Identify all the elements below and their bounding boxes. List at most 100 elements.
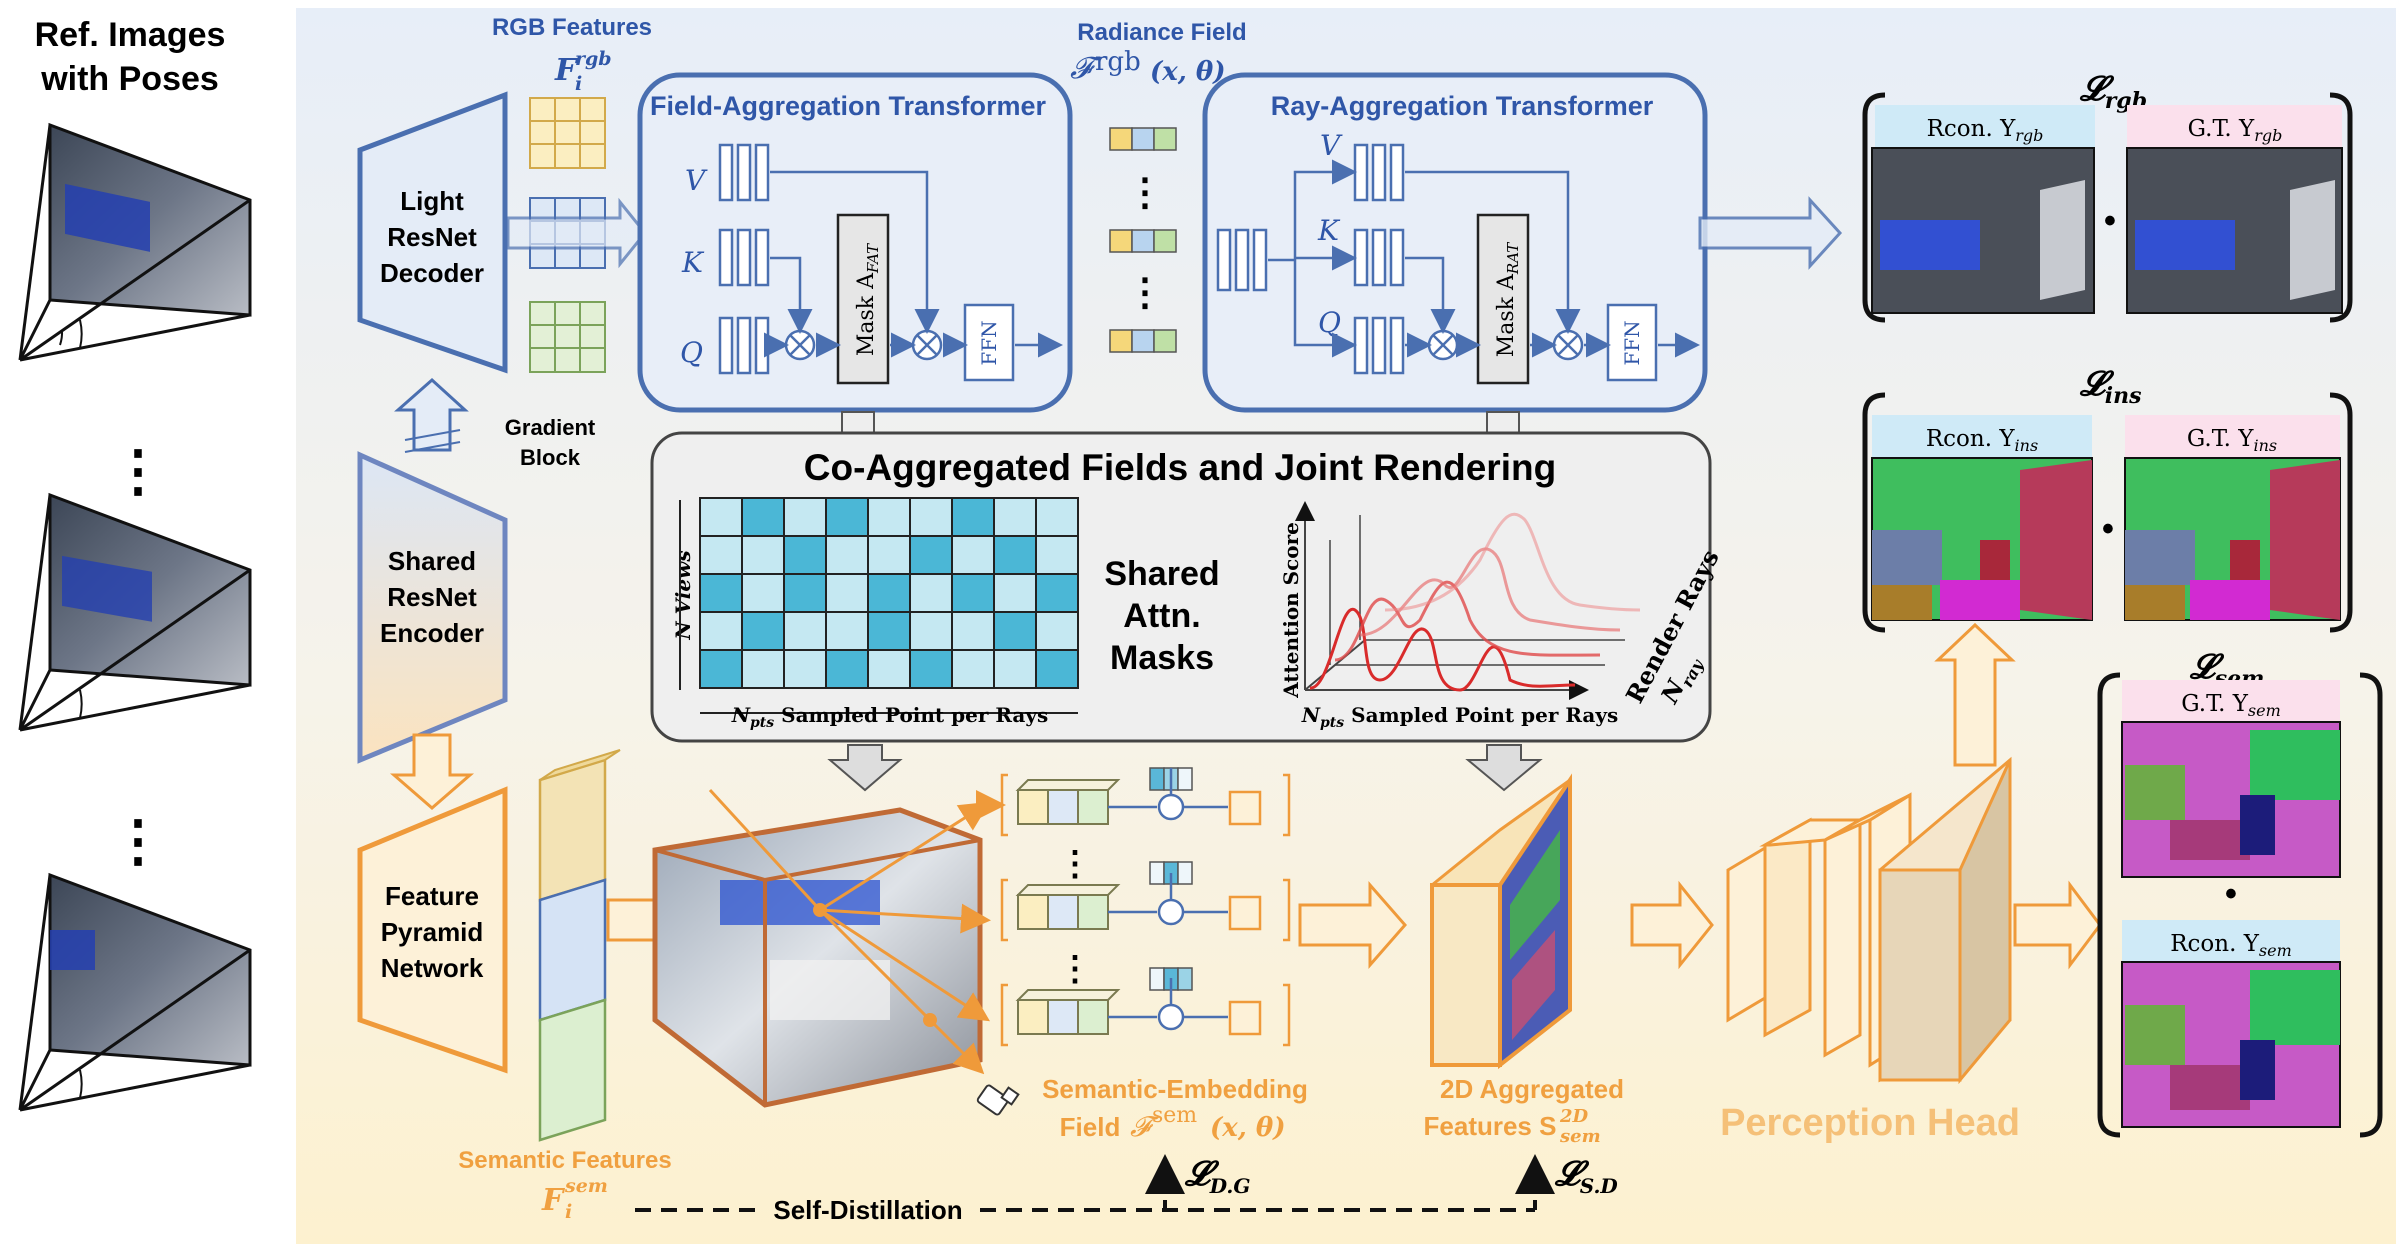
fat-k-label: K: [681, 246, 705, 279]
svg-text:Pyramid: Pyramid: [381, 917, 484, 947]
loss-sem-bottom-label: Rcon. Ysem: [2170, 931, 2292, 960]
sem-reconstructed-image: [2121, 961, 2341, 1128]
heatmap-cell: [867, 535, 911, 575]
heatmap-cell: [741, 649, 785, 689]
agg-line1: 2D Aggregated: [1440, 1074, 1624, 1104]
agg-line2: Features S: [1424, 1111, 1557, 1141]
light-resnet-decoder: Light ResNet Decoder: [357, 91, 508, 374]
sem-field-line2: Field: [1060, 1112, 1121, 1142]
field-token-cube: [1077, 789, 1109, 825]
camera-icon: [976, 1084, 1020, 1116]
field-token-cube: [1017, 894, 1049, 930]
heatmap-cell: [993, 649, 1037, 689]
loss-rgb-panel: 𝓛rgb Rcon. Yrgb G.T. Yrgb •: [1862, 69, 2353, 323]
heatmap-cell: [951, 611, 995, 651]
heatmap-cell: [1035, 649, 1079, 689]
ref-image-1: [18, 122, 252, 362]
field-row-2: [1000, 878, 1291, 942]
agg-sub: sem: [1559, 1126, 1601, 1147]
heatmap-cell: [699, 497, 743, 537]
curve-xlabel: Npts Sampled Point per Rays: [1301, 703, 1619, 731]
heatmap-cell: [699, 611, 743, 651]
rat-connector: [1486, 411, 1520, 435]
heatmap-cell: [825, 573, 869, 613]
rgb-features-title: RGB Features: [492, 14, 652, 41]
svg-text:⋮: ⋮: [1126, 172, 1164, 214]
reference-images: Ref. Images with Poses ⋮ ⋮: [18, 16, 252, 1112]
head-to-sem-arrow: [2013, 880, 2102, 970]
svg-text:•: •: [2104, 202, 2116, 240]
self-distillation: [635, 1154, 1555, 1212]
svg-text:FFN: FFN: [1620, 320, 1644, 365]
field-token-top: [1015, 884, 1121, 896]
ref-vdots-2: ⋮: [110, 809, 166, 872]
fat-mask-box: [836, 213, 890, 385]
heatmap-cell: [951, 573, 995, 613]
heatmap-cell: [993, 611, 1037, 651]
field-token-cube: [1077, 999, 1109, 1035]
rgb-features-symbol: F: [554, 53, 579, 88]
field-to-agg-arrow: [1298, 881, 1407, 969]
heatmap-cell: [909, 649, 953, 689]
svg-text:FFN: FFN: [977, 320, 1001, 365]
scene-cube: [652, 788, 1020, 1116]
head-to-ins-arrow: [1934, 622, 2016, 767]
aggregated-2d-features: 2D Aggregated Features S 2D sem: [1424, 773, 1624, 1147]
heatmap-cell: [909, 611, 953, 651]
heatmap-cell: [867, 611, 911, 651]
heatmap-cell: [741, 535, 785, 575]
fat-connector: [841, 411, 875, 435]
feature-pyramid-network: Feature Pyramid Network: [357, 786, 508, 1074]
shared-attn-line2: Attn.: [1123, 597, 1200, 635]
rat-k-label: K: [1317, 214, 1341, 247]
curve-ylabel: Attention Score: [1279, 522, 1303, 699]
svg-text:•: •: [2102, 510, 2114, 548]
heatmap-cell: [1035, 611, 1079, 651]
heatmap-cell: [783, 573, 827, 613]
heatmap-cell: [699, 573, 743, 613]
gradient-block-label-2: Block: [520, 445, 581, 470]
field-output-cube: [1228, 1000, 1262, 1036]
multiply-op: [1157, 1003, 1185, 1031]
attention-heatmap: [699, 497, 1079, 689]
heatmap-xlabel: Npts Sampled Point per Rays: [731, 703, 1049, 731]
heatmap-cell: [1035, 497, 1079, 537]
ray-aggregation-transformer: Ray-Aggregation Transformer V K Q Mask A…: [1202, 72, 1843, 413]
field-token-cube: [1017, 999, 1049, 1035]
heatmap-cell: [909, 535, 953, 575]
svg-text:Light: Light: [400, 186, 464, 216]
radiance-field-args: (x, θ): [1150, 57, 1226, 87]
ref-vdots-1: ⋮: [110, 439, 166, 502]
gradient-block-label-1: Gradient: [505, 415, 596, 440]
encoder-to-fpn-arrow: [389, 733, 475, 810]
heatmap-cell: [993, 535, 1037, 575]
heatmap-cell: [783, 611, 827, 651]
field-token-cube: [1077, 894, 1109, 930]
rgb-features-sup: rgb: [575, 48, 612, 70]
svg-text:Shared: Shared: [388, 546, 476, 576]
sem-field-args: (x, θ): [1210, 1113, 1286, 1143]
semantic-embedding-field: ⋮ ⋮ Semantic-Embedding Field 𝓕 sem (x, θ…: [1000, 767, 1308, 1143]
heatmap-ylabel: N Views: [671, 550, 695, 640]
sem-features-sub: i: [565, 1201, 572, 1223]
heatmap-cell: [825, 611, 869, 651]
sem-features-sup: sem: [564, 1175, 608, 1197]
perception-head: [1726, 756, 2012, 1085]
radiance-field-tokens: [1109, 127, 1177, 353]
loss-sem-panel: 𝓛sem G.T. Ysem • Rcon. Ysem: [2097, 647, 2383, 1138]
field-row-3: [1000, 983, 1291, 1047]
svg-text:Network: Network: [381, 953, 484, 983]
loss-sem-top-label: G.T. Ysem: [2181, 691, 2281, 720]
multiply-op: [1157, 898, 1185, 926]
field-token-cube: [1047, 789, 1079, 825]
field-token-cube: [1047, 894, 1079, 930]
attention-curve-plot: [1295, 501, 1641, 700]
radiance-field-title: Radiance Field: [1077, 19, 1246, 46]
heatmap-cell: [741, 611, 785, 651]
rat-v-label: V: [1320, 129, 1343, 162]
semantic-features-title: Semantic Features: [458, 1147, 671, 1174]
rat-title: Ray-Aggregation Transformer: [1271, 91, 1654, 121]
field-token-top: [1015, 989, 1121, 1001]
agg-to-head-arrow: [1630, 880, 1714, 970]
field-output-cube: [1228, 790, 1262, 826]
